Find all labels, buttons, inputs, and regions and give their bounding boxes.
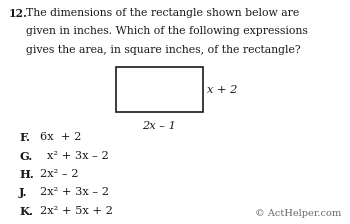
Text: 6x  + 2: 6x + 2 [40, 132, 82, 142]
Text: K.: K. [19, 206, 33, 217]
Text: 2x – 1: 2x – 1 [142, 121, 176, 131]
Text: x + 2: x + 2 [207, 85, 238, 95]
Text: 2x² – 2: 2x² – 2 [40, 169, 79, 179]
Text: x² + 3x – 2: x² + 3x – 2 [47, 151, 109, 161]
Bar [116, 67, 203, 112]
Text: 12.: 12. [9, 8, 28, 19]
Text: H.: H. [19, 169, 34, 180]
Text: © ActHelper.com: © ActHelper.com [255, 209, 341, 218]
Text: 2x² + 3x – 2: 2x² + 3x – 2 [40, 187, 109, 197]
Text: gives the area, in square inches, of the rectangle?: gives the area, in square inches, of the… [26, 45, 301, 55]
Text: J.: J. [19, 187, 28, 198]
Text: 2x² + 5x + 2: 2x² + 5x + 2 [40, 206, 113, 216]
Text: The dimensions of the rectangle shown below are: The dimensions of the rectangle shown be… [26, 8, 300, 18]
Text: F.: F. [19, 132, 30, 143]
Text: given in inches. Which of the following expressions: given in inches. Which of the following … [26, 26, 308, 36]
Text: G.: G. [19, 151, 33, 162]
